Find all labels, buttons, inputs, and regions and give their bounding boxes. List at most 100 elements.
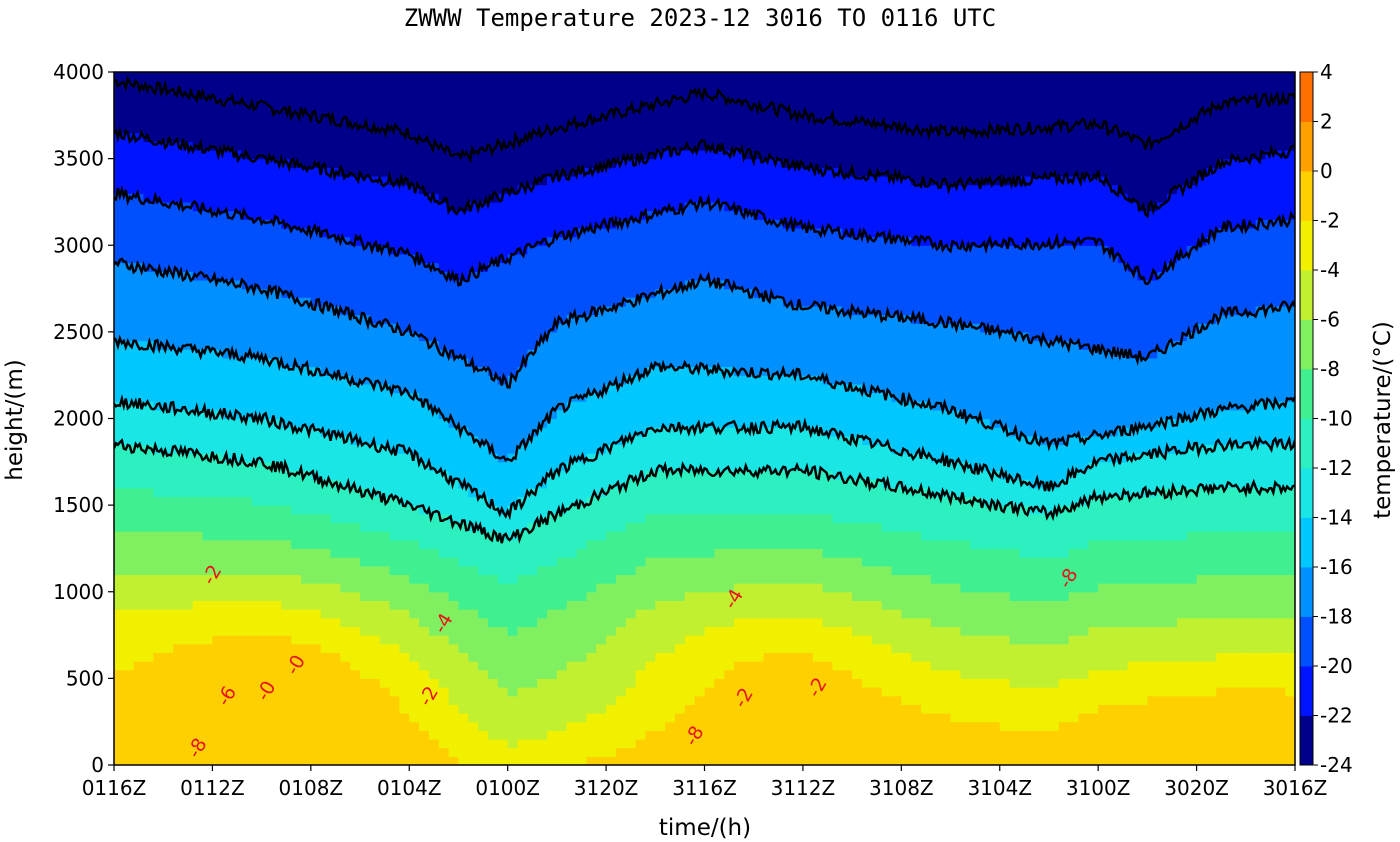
field-cell bbox=[478, 687, 489, 697]
field-cell bbox=[261, 635, 273, 645]
field-cell bbox=[310, 375, 322, 385]
field-cell bbox=[665, 401, 676, 411]
field-cell bbox=[547, 531, 558, 541]
field-cell bbox=[438, 687, 450, 697]
field-cell bbox=[714, 158, 725, 168]
field-cell bbox=[487, 184, 499, 194]
field-cell bbox=[517, 678, 528, 688]
field-cell bbox=[576, 444, 587, 454]
field-cell bbox=[300, 713, 312, 723]
field-cell bbox=[114, 418, 125, 428]
field-cell bbox=[645, 704, 656, 714]
field-cell bbox=[468, 383, 479, 394]
field-cell bbox=[192, 531, 204, 541]
field-cell bbox=[202, 375, 214, 385]
field-cell bbox=[123, 210, 135, 220]
field-cell bbox=[586, 739, 597, 749]
field-cell bbox=[261, 141, 273, 151]
field-cell bbox=[655, 271, 666, 281]
field-cell bbox=[232, 219, 243, 229]
field-cell bbox=[192, 132, 204, 142]
field-cell bbox=[153, 609, 164, 619]
field-cell bbox=[468, 678, 479, 688]
field-cell bbox=[281, 323, 292, 333]
field-cell bbox=[694, 314, 706, 324]
field-cell bbox=[379, 643, 391, 653]
field-cell bbox=[153, 271, 164, 281]
field-cell bbox=[468, 227, 479, 238]
field-cell bbox=[527, 262, 538, 272]
field-cell bbox=[635, 687, 647, 697]
field-cell bbox=[369, 643, 381, 653]
field-cell bbox=[360, 496, 371, 506]
field-cell bbox=[182, 149, 194, 160]
field-cell bbox=[468, 236, 479, 246]
field-cell bbox=[665, 479, 676, 489]
field-cell bbox=[409, 704, 420, 714]
field-cell bbox=[123, 383, 135, 394]
field-cell bbox=[369, 739, 381, 749]
field-cell bbox=[517, 496, 528, 506]
field-cell bbox=[123, 487, 135, 498]
field-cell bbox=[320, 158, 332, 168]
field-cell bbox=[114, 713, 125, 723]
field-cell bbox=[212, 747, 223, 757]
field-cell bbox=[123, 531, 135, 541]
field-cell bbox=[487, 739, 499, 749]
field-cell bbox=[182, 97, 194, 108]
field-cell bbox=[448, 210, 460, 220]
field-cell bbox=[625, 479, 637, 489]
field-cell bbox=[606, 496, 617, 506]
field-cell bbox=[704, 106, 715, 116]
field-cell bbox=[310, 305, 322, 316]
field-cell bbox=[478, 565, 489, 576]
field-cell bbox=[714, 210, 725, 220]
field-cell bbox=[655, 392, 666, 402]
field-cell bbox=[645, 383, 656, 394]
field-cell bbox=[143, 392, 154, 402]
field-cell bbox=[645, 219, 656, 229]
field-cell bbox=[625, 635, 637, 645]
field-cell bbox=[389, 279, 401, 290]
field-cell bbox=[261, 505, 273, 515]
field-cell bbox=[684, 193, 696, 203]
field-cell bbox=[360, 479, 371, 489]
field-cell bbox=[379, 548, 391, 558]
field-cell bbox=[291, 141, 302, 151]
field-cell bbox=[507, 730, 519, 740]
field-cell bbox=[222, 617, 233, 627]
field-cell bbox=[448, 184, 460, 194]
field-cell bbox=[271, 652, 282, 662]
field-cell bbox=[714, 418, 725, 428]
field-cell bbox=[419, 314, 430, 324]
field-cell bbox=[330, 539, 341, 550]
field-cell bbox=[596, 375, 607, 385]
field-cell bbox=[684, 505, 696, 515]
field-cell bbox=[192, 262, 204, 272]
field-cell bbox=[369, 314, 381, 324]
field-cell bbox=[674, 730, 686, 740]
field-cell bbox=[143, 661, 154, 671]
field-cell bbox=[133, 539, 145, 550]
field-cell bbox=[330, 375, 341, 385]
field-cell bbox=[222, 184, 233, 194]
field-cell bbox=[340, 323, 351, 333]
field-cell bbox=[340, 80, 351, 90]
field-cell bbox=[232, 548, 243, 558]
field-cell bbox=[704, 756, 715, 765]
field-cell bbox=[123, 227, 135, 238]
field-cell bbox=[596, 97, 607, 108]
field-cell bbox=[310, 583, 322, 593]
field-cell bbox=[340, 739, 351, 749]
field-cell bbox=[202, 739, 214, 749]
field-cell bbox=[655, 279, 666, 290]
field-cell bbox=[163, 548, 174, 558]
field-cell bbox=[261, 565, 273, 576]
field-cell bbox=[360, 643, 371, 653]
field-cell bbox=[527, 366, 538, 376]
field-cell bbox=[212, 756, 223, 765]
field-cell bbox=[360, 193, 371, 203]
field-cell bbox=[251, 444, 263, 454]
field-cell bbox=[369, 132, 381, 142]
